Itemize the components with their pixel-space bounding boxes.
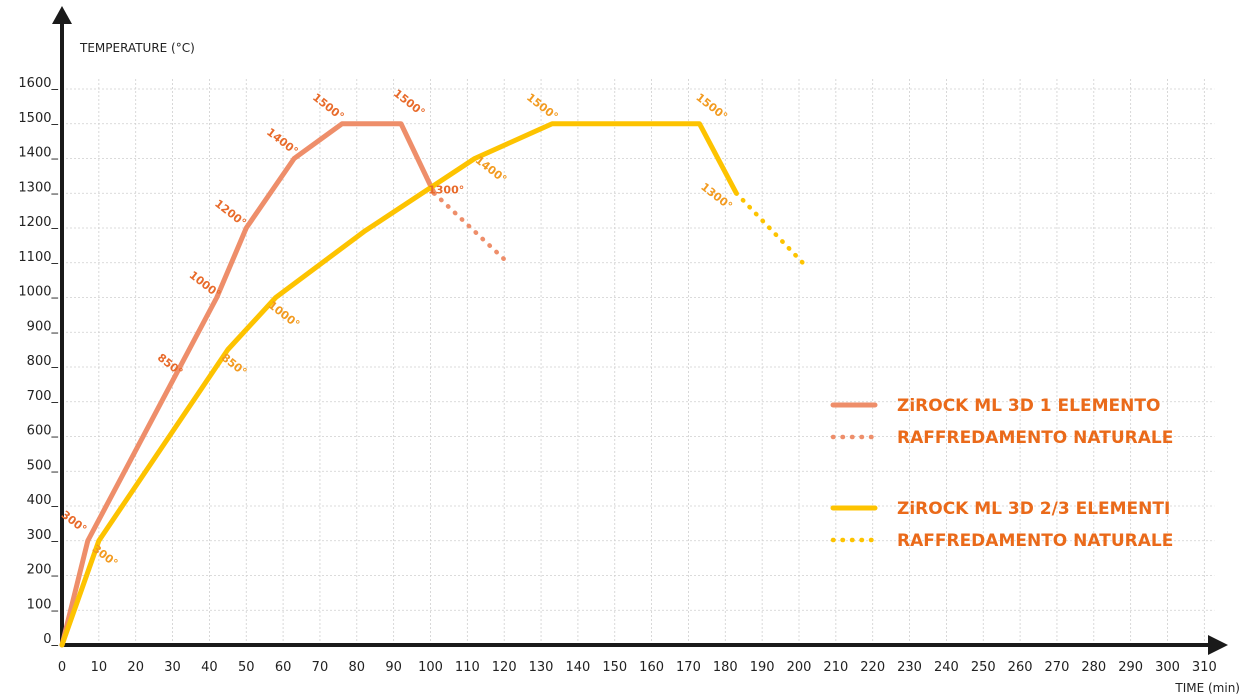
- y-tick-label: 0_: [43, 632, 58, 647]
- x-tick-label: 310: [1192, 660, 1217, 675]
- x-tick-label: 150: [602, 660, 627, 675]
- x-tick-label: 180: [713, 660, 738, 675]
- x-tick-label: 280: [1081, 660, 1106, 675]
- point-label: 1200°: [212, 197, 248, 229]
- y-tick-label: 200_: [27, 563, 59, 578]
- y-axis-arrow: [52, 6, 72, 24]
- x-tick-label: 70: [312, 660, 329, 675]
- x-tick-label: 230: [897, 660, 922, 675]
- point-label: 850°: [219, 351, 249, 379]
- x-tick-label: 110: [455, 660, 480, 675]
- y-tick-label: 500_: [27, 458, 59, 473]
- x-tick-label: 80: [349, 660, 366, 675]
- y-tick-label: 1400_: [18, 146, 58, 161]
- y-tick-label: 1000_: [18, 285, 58, 300]
- x-tick-label: 10: [91, 660, 108, 675]
- cooling-line: [734, 191, 805, 265]
- y-tick-label: 400_: [27, 493, 59, 508]
- x-tick-label: 170: [676, 660, 701, 675]
- point-label: 1500°: [524, 91, 560, 123]
- axes: 0 10 20 30 40 50 60 70 80 90 100 110 120 130 140 150 160…: [18, 6, 1228, 675]
- point-label: 1500°: [310, 91, 346, 123]
- x-tick-label: 250: [971, 660, 996, 675]
- x-tick-label: 30: [164, 660, 181, 675]
- point-label: 1300°: [428, 183, 464, 196]
- series-layer: [59, 121, 805, 648]
- legend-label: ZiROCK ML 3D 2/3 ELEMENTI: [897, 499, 1170, 519]
- x-tick-label: 210: [823, 660, 848, 675]
- x-tick-label: 220: [860, 660, 885, 675]
- x-tick-label: 190: [750, 660, 775, 675]
- x-tick-label: 40: [201, 660, 218, 675]
- y-tick-label: 1600_: [18, 76, 58, 91]
- legend-label: RAFFREDAMENTO NATURALE: [897, 428, 1173, 448]
- x-tick-label: 240: [934, 660, 959, 675]
- y-tick-label: 1500_: [18, 111, 58, 126]
- y-tick-label: 1300_: [18, 180, 58, 195]
- x-tick-label: 130: [529, 660, 554, 675]
- y-tick-label: 600_: [27, 424, 59, 439]
- x-tick-label: 100: [418, 660, 443, 675]
- point-label: 850°: [155, 351, 185, 379]
- x-tick-label: 260: [1008, 660, 1033, 675]
- x-tick-label: 120: [492, 660, 517, 675]
- firing-line: [59, 121, 437, 648]
- x-tick-label: 0: [58, 660, 66, 675]
- firing-line: [59, 121, 739, 648]
- x-tick-label: 90: [385, 660, 402, 675]
- x-tick-label: 50: [238, 660, 255, 675]
- x-tick-label: 140: [565, 660, 590, 675]
- x-tick-label: 60: [275, 660, 292, 675]
- x-tick-label: 20: [127, 660, 144, 675]
- y-axis-title: TEMPERATURE (°C): [79, 41, 195, 55]
- y-tick-label: 900_: [27, 319, 59, 334]
- y-tick-label: 800_: [27, 354, 59, 369]
- legend: ZiROCK ML 3D 1 ELEMENTO RAFFREDAMENTO NAT…: [830, 396, 1173, 551]
- point-label: 1500°: [693, 91, 729, 123]
- cooling-line: [431, 191, 511, 265]
- y-tick-label: 100_: [27, 597, 59, 612]
- x-tick-label: 200: [787, 660, 812, 675]
- y-tick-label: 300_: [27, 528, 59, 543]
- x-tick-label: 300: [1155, 660, 1180, 675]
- y-tick-label: 1100_: [18, 250, 58, 265]
- legend-label: ZiROCK ML 3D 1 ELEMENTO: [897, 396, 1160, 416]
- point-label: 1000°: [266, 298, 302, 330]
- x-tick-label: 290: [1118, 660, 1143, 675]
- x-axis-arrow: [1208, 635, 1228, 655]
- grid: [62, 79, 1215, 645]
- x-tick-label: 160: [639, 660, 664, 675]
- y-tick-label: 700_: [27, 389, 59, 404]
- point-label: 1000°: [187, 268, 223, 300]
- y-tick-label: 1200_: [18, 215, 58, 230]
- point-label: 1400°: [264, 125, 300, 157]
- point-labels: 300°850°1000°1200°1400°1500° 1500°1300°30…: [59, 87, 735, 570]
- x-axis-title: TIME (min): [1174, 681, 1240, 695]
- point-label: 1500°: [391, 87, 427, 119]
- x-tick-label: 270: [1045, 660, 1070, 675]
- legend-label: RAFFREDAMENTO NATURALE: [897, 531, 1173, 551]
